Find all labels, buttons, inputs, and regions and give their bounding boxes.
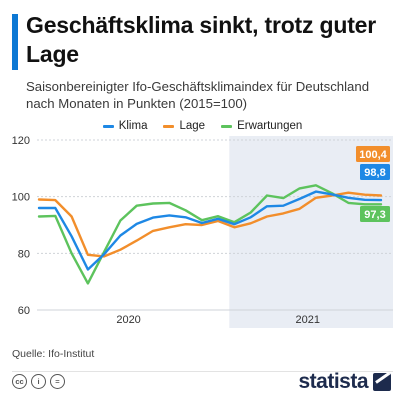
cc-icon[interactable]: cc <box>12 374 27 389</box>
end-label-box <box>360 164 390 180</box>
legend-label-lage: Lage <box>179 120 206 132</box>
end-label-text: 100,4 <box>359 149 387 161</box>
chart-title: Geschäftsklima sinkt, trotz guter Lage <box>26 12 376 67</box>
end-label-text: 97,3 <box>364 209 385 221</box>
legend-swatch-erwartungen <box>221 124 233 128</box>
end-label-box <box>356 146 390 162</box>
series-line-erwartungen <box>37 184 383 285</box>
legend-swatch-lage <box>163 124 175 128</box>
equal-icon[interactable]: = <box>50 374 65 389</box>
legend-label-klima: Klima <box>118 120 148 132</box>
series-line-klima <box>37 190 383 271</box>
y-tick-label: 120 <box>12 135 30 147</box>
statista-logo-icon <box>373 373 391 391</box>
legend-item-erwartungen: Erwartungen <box>221 119 302 133</box>
brand-name: statista <box>298 370 368 393</box>
y-tick-label: 80 <box>18 248 30 260</box>
chart-legend: Klima Lage Erwartungen <box>0 119 405 133</box>
chart-subtitle: Saisonbereinigter Ifo-Geschäftsklimainde… <box>26 79 370 111</box>
license-icons: cc i = <box>12 374 65 389</box>
y-tick-label: 100 <box>12 192 30 204</box>
legend-item-klima: Klima <box>102 119 148 133</box>
x-tick-label-2021: 2021 <box>295 314 319 326</box>
legend-swatch-klima <box>102 124 114 128</box>
footer-divider <box>12 371 393 372</box>
x-tick-label-2020: 2020 <box>116 314 140 326</box>
line-chart: 60 80 100 120 2020 2021 100,4 98,8 97,3 <box>12 135 393 328</box>
source-note: Quelle: Ifo-Institut <box>12 348 95 360</box>
title-accent-bar <box>12 14 18 70</box>
statista-logo[interactable]: statista <box>298 370 391 394</box>
end-label-text: 98,8 <box>364 167 385 179</box>
y-tick-label: 60 <box>18 305 30 317</box>
end-label-box <box>360 206 390 222</box>
legend-item-lage: Lage <box>163 119 205 133</box>
series-line-lage <box>37 191 383 258</box>
person-icon[interactable]: i <box>31 374 46 389</box>
legend-label-erwartungen: Erwartungen <box>237 120 303 132</box>
